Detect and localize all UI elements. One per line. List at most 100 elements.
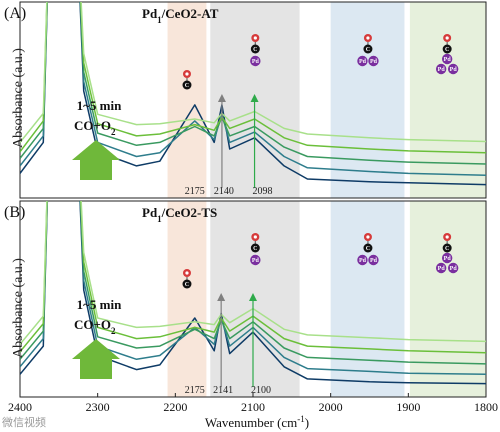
pd-atom-hollow-1 (441, 53, 453, 65)
pd-atom-atop (250, 55, 261, 67)
peak-label-2175: 2175 (185, 186, 205, 197)
big-up-arrow (72, 339, 120, 379)
time-annotation: 1~5 min (77, 98, 122, 113)
pd-atom-bridge-1-label: Pd (359, 59, 367, 65)
spectrum-series-1 (20, 2, 486, 177)
pd-atom-bridge-1 (357, 55, 368, 67)
carbon-atom (363, 243, 373, 253)
oxygen-highlight (185, 271, 189, 275)
band-region-0 (167, 2, 207, 198)
panel-a: (A) Pd1/CeO2-AT 1~5 min CO+O2 2175 2140 2098 C C… (4, 1, 487, 199)
pd-atom-bridge-1 (357, 254, 368, 266)
peak-label-2175: 2175 (185, 385, 205, 396)
pd-atom-bridge-2-label: Pd (370, 258, 378, 264)
watermark: 微信视频 (2, 416, 46, 429)
spectrum-series-4 (20, 2, 486, 143)
spectrum-series-2 (20, 201, 486, 365)
spectrum-series-4 (20, 201, 486, 345)
carbon-label: C (253, 246, 257, 252)
pd-atom-hollow-3 (447, 63, 459, 75)
peak-label-2098: 2098 (253, 186, 273, 197)
series-group (20, 201, 486, 385)
x-tick-label-1800: 1800 (474, 400, 498, 414)
peak-label-2100: 2100 (251, 385, 271, 396)
big-up-arrow (72, 140, 120, 180)
carbon-label: C (185, 83, 189, 89)
oxygen-highlight (366, 36, 370, 40)
band-region-2 (330, 2, 405, 198)
pd-atom-hollow-3-label: Pd (450, 266, 458, 272)
panel-title: Pd1/CeO2-AT (142, 6, 219, 25)
x-tick-label-2100: 2100 (241, 400, 265, 414)
co-bridge-pd2-icon: C (363, 233, 373, 253)
green-peak-arrow-head (249, 293, 257, 301)
co-hollow-pd3-icon: C (442, 233, 452, 253)
band-region-0 (167, 201, 207, 397)
co-linear-icon: C (182, 269, 192, 289)
pd-atom-bridge-2 (368, 55, 379, 67)
band-region-3 (409, 201, 486, 397)
pd-atom-hollow-2-label: Pd (438, 266, 446, 272)
gas-annotation: CO+O2 (74, 118, 116, 137)
pd-atom-hollow-1 (441, 252, 453, 264)
co-hollow-pd3-icon: C (442, 34, 452, 54)
pd-atom-hollow-3 (447, 262, 459, 274)
peak-label-2141: 2141 (213, 385, 233, 396)
pd-atom-hollow-2 (435, 63, 447, 75)
carbon-atom (182, 279, 192, 289)
spectrum-series-1 (20, 201, 486, 376)
pd-atom-hollow-2 (435, 262, 447, 274)
pd-atom-hollow-1-label: Pd (444, 256, 452, 262)
oxygen-highlight (366, 235, 370, 239)
gray-peak-arrow-head (217, 94, 226, 102)
carbon-atom (442, 44, 452, 54)
spectrum-series-0 (20, 2, 486, 186)
carbon-label: C (253, 47, 257, 53)
oxygen-highlight (445, 235, 449, 239)
pd-atom-bridge-2 (368, 254, 379, 266)
series-group (20, 2, 486, 186)
co-linear-icon: C (182, 70, 192, 90)
peak-label-2140: 2140 (214, 186, 234, 197)
oxygen-highlight (445, 36, 449, 40)
x-axis-label: Wavenumber (cm-1) (205, 414, 309, 430)
green-peak-arrow-head (250, 94, 259, 102)
spectrum-series-3 (20, 2, 486, 154)
panel-letter: (A) (4, 5, 26, 22)
carbon-atom (250, 44, 260, 54)
co-bridge-pd2-icon: C (363, 34, 373, 54)
oxygen-highlight (185, 72, 189, 76)
gray-peak-arrow-head (217, 293, 226, 301)
pd-atom-atop-label: Pd (252, 258, 260, 264)
carbon-label: C (366, 246, 370, 252)
y-axis-label-a: Absorbance (a.u.) (11, 48, 26, 148)
pd-atom-bridge-1-label: Pd (359, 258, 367, 264)
carbon-atom (363, 44, 373, 54)
carbon-atom (250, 243, 260, 253)
pd-atom-atop (250, 254, 261, 266)
pd-atom-atop-label: Pd (252, 59, 260, 65)
x-tick-label-2200: 2200 (163, 400, 187, 414)
oxygen-highlight (253, 36, 257, 40)
carbon-atom (182, 80, 192, 90)
spectrum-series-3 (20, 201, 486, 354)
band-region-3 (409, 2, 486, 198)
carbon-label: C (185, 282, 189, 288)
gas-annotation: CO+O2 (74, 317, 116, 336)
carbon-label: C (445, 47, 449, 53)
co-atop-pd-icon: C (250, 233, 260, 253)
x-tick-label-2000: 2000 (319, 400, 343, 414)
oxygen-highlight (253, 235, 257, 239)
x-tick-label-2300: 2300 (86, 400, 110, 414)
pd-atom-bridge-2-label: Pd (370, 59, 378, 65)
plot-frame (19, 1, 487, 199)
pd-atom-hollow-1-label: Pd (444, 57, 452, 63)
panel-title: Pd1/CeO2-TS (142, 205, 217, 224)
time-annotation: 1~5 min (77, 297, 122, 312)
band-region-2 (330, 201, 405, 397)
spectrum-series-2 (20, 2, 486, 165)
co-atop-pd-icon: C (250, 34, 260, 54)
x-tick-label-2400: 2400 (8, 400, 32, 414)
carbon-label: C (445, 246, 449, 252)
